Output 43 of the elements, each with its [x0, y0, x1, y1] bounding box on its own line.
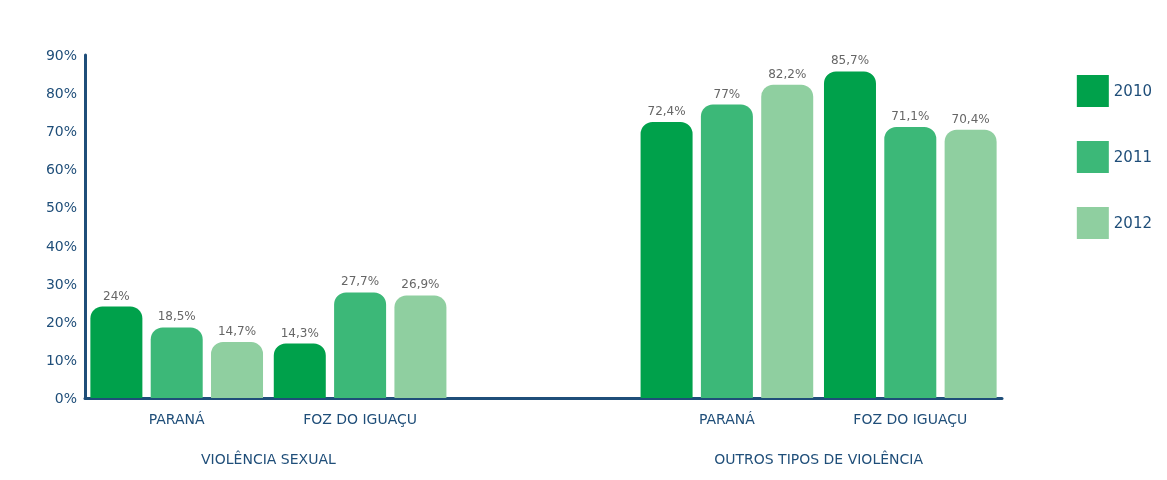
bar: [761, 84, 814, 398]
legend-label: 2012: [1113, 214, 1153, 232]
y-tick-label: 70%: [45, 123, 77, 140]
bar: [823, 71, 876, 398]
bar: [334, 292, 387, 398]
bar: [90, 306, 143, 398]
y-tick-label: 90%: [45, 47, 77, 63]
legend-label: 2010: [1113, 82, 1153, 100]
x-tick-label: FOZ DO IGUAÇU: [303, 411, 418, 427]
data-label: 71,1%: [891, 109, 930, 124]
bar: [944, 129, 997, 398]
bar: [211, 341, 264, 398]
y-tick-label: 10%: [45, 351, 77, 368]
bar: [273, 343, 326, 398]
legend-label: 2011: [1113, 148, 1153, 166]
x-tick-label: PARANÁ: [148, 411, 206, 427]
bar: [700, 104, 753, 398]
y-tick-label: 80%: [45, 85, 77, 102]
y-tick-label: 40%: [45, 237, 77, 254]
data-label: 24%: [103, 288, 130, 303]
bar: [884, 127, 937, 398]
data-label: 14,7%: [217, 323, 257, 338]
bar: [640, 122, 693, 398]
x-tick-label: FOZ DO IGUAÇU: [853, 411, 968, 427]
bar: [394, 295, 447, 398]
bar: [150, 327, 203, 398]
data-label: 14,3%: [280, 325, 319, 340]
data-label: 18,5%: [157, 309, 196, 324]
data-label: 72,4%: [647, 104, 686, 119]
data-label: 27,7%: [341, 274, 380, 289]
data-label: 70,4%: [951, 111, 990, 126]
x-tick-label: PARANÁ: [698, 411, 756, 427]
text: VIOLÊNCIA SEXUAL: [201, 450, 336, 467]
data-label: 77%: [713, 86, 741, 101]
y-tick-label: 50%: [45, 199, 77, 216]
text: OUTROS TIPOS DE VIOLÊNCIA: [714, 450, 924, 467]
data-label: 85,7%: [830, 53, 870, 68]
data-label: 26,9%: [401, 277, 440, 292]
y-tick-label: 20%: [45, 313, 77, 330]
y-tick-label: 30%: [45, 275, 77, 292]
y-tick-label: 0%: [54, 390, 77, 406]
y-tick-label: 60%: [45, 161, 77, 178]
data-label: 82,2%: [768, 66, 807, 81]
